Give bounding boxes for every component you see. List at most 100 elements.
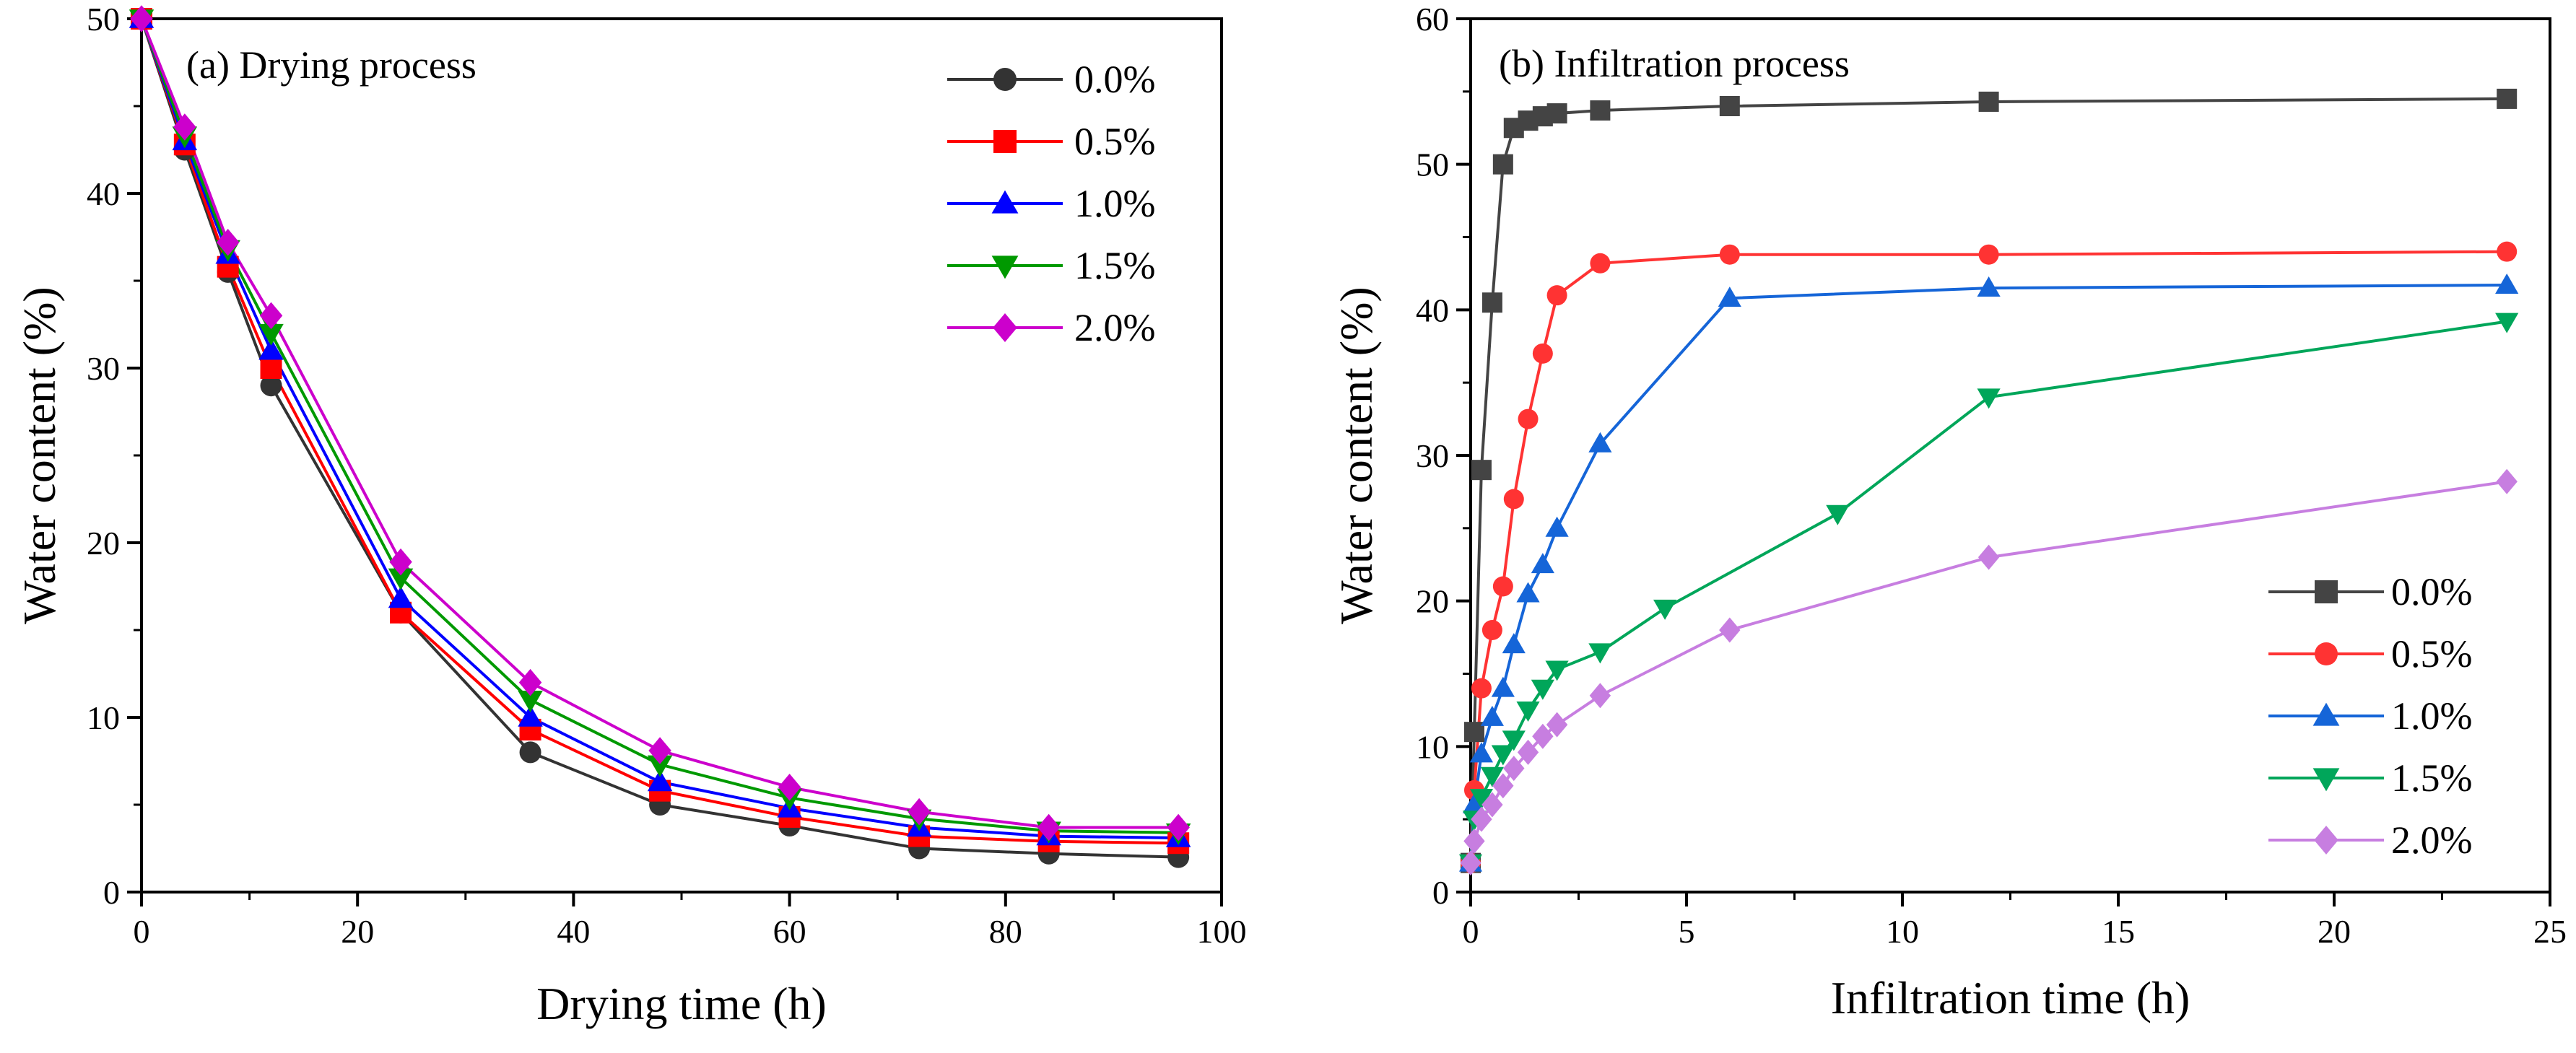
legend-label-a-2: 1.0%: [1074, 182, 1155, 225]
data-point-a-3: [258, 323, 284, 346]
y-axis-label-b: Water content (%): [1331, 287, 1382, 624]
x-tick-label-a: 40: [557, 913, 590, 950]
data-point-b-0: [1463, 722, 1484, 743]
legend-marker-a-4: [993, 313, 1017, 342]
legend-marker-b-0: [2315, 580, 2338, 603]
data-point-a-4: [1167, 813, 1190, 842]
data-point-b-1: [1492, 576, 1513, 597]
data-point-a-1: [260, 357, 282, 379]
y-tick-label-b: 10: [1416, 728, 1449, 765]
x-tick-label-b: 0: [1463, 913, 1479, 950]
data-point-b-0: [2497, 88, 2518, 109]
data-point-a-2: [518, 704, 543, 727]
legend-label-a-1: 0.5%: [1074, 120, 1155, 163]
data-point-a-4: [518, 668, 542, 696]
chart-title-a: (a) Drying process: [186, 43, 477, 87]
data-point-a-2: [258, 338, 284, 360]
data-point-b-0: [1471, 460, 1492, 481]
x-tick-label-b: 15: [2102, 913, 2135, 950]
data-point-b-3: [2495, 313, 2519, 333]
data-point-b-1: [1518, 408, 1539, 429]
data-point-b-3: [1531, 679, 1554, 700]
data-point-a-4: [648, 737, 671, 764]
data-point-b-3: [1502, 730, 1526, 751]
y-tick-label-a: 30: [87, 350, 120, 387]
series-line-b-4: [1469, 480, 2507, 864]
data-point-a-4: [908, 798, 931, 826]
data-point-b-4: [1589, 683, 1611, 709]
data-point-b-3: [1826, 504, 1850, 525]
data-point-b-1: [1546, 285, 1567, 306]
data-point-b-1: [1719, 244, 1740, 265]
data-point-a-3: [518, 691, 543, 713]
data-point-b-4: [1460, 850, 1481, 876]
data-point-b-4: [1532, 723, 1554, 749]
data-point-b-1: [1590, 253, 1611, 274]
data-point-b-1: [1503, 489, 1524, 510]
data-point-b-4: [2496, 468, 2518, 494]
x-tick-label-a: 0: [134, 913, 150, 950]
data-point-b-2: [1977, 276, 2001, 297]
data-point-a-4: [389, 548, 412, 576]
y-tick-label-b: 60: [1416, 1, 1449, 38]
chart-infiltration-process: 0 5 10 15 20 25 0 10 20 30 40 50 60 (b) Infiltration…: [1331, 1, 2567, 1023]
series-line-b-2: [1469, 284, 2507, 863]
legend-marker-b-3: [2312, 768, 2340, 792]
data-point-b-3: [1588, 643, 1612, 664]
data-point-a-4: [130, 5, 153, 32]
data-point-b-4: [1471, 806, 1492, 832]
data-point-a-0: [260, 375, 282, 397]
legend-label-b-3: 1.5%: [2391, 756, 2472, 800]
data-point-a-3: [647, 755, 673, 777]
data-point-b-4: [1492, 773, 1514, 799]
data-point-b-0: [1546, 103, 1567, 124]
legend-label-a-4: 2.0%: [1074, 306, 1155, 349]
y-tick-label-b: 0: [1432, 874, 1449, 911]
data-point-b-1: [1978, 244, 1999, 265]
legend-label-b-4: 2.0%: [2391, 818, 2472, 862]
data-point-b-4: [1503, 756, 1525, 782]
y-tick-label-a: 10: [87, 699, 120, 736]
x-tick-label-a: 100: [1197, 913, 1247, 950]
data-point-b-4: [1977, 544, 2000, 570]
y-tick-label-b: 20: [1416, 583, 1449, 620]
legend-marker-a-3: [991, 255, 1019, 279]
series-group-a: [129, 5, 1191, 868]
data-point-b-4: [1463, 828, 1485, 854]
series-line-a-0: [140, 18, 1179, 859]
data-point-b-2: [1480, 705, 1504, 726]
y-tick-label-a: 0: [103, 874, 120, 911]
data-point-b-1: [1532, 343, 1553, 364]
x-tick-label-a: 80: [989, 913, 1022, 950]
x-tick-label-a: 60: [773, 913, 806, 950]
legend-marker-a-0: [993, 68, 1017, 91]
data-point-b-4: [1719, 617, 1741, 643]
plot-frame-b: [1469, 17, 2551, 893]
data-point-a-4: [216, 229, 240, 256]
legend-marker-b-4: [2314, 826, 2338, 855]
x-axis-label-a: Drying time (h): [536, 978, 827, 1029]
data-point-a-2: [388, 586, 414, 608]
legend-b: 0.0% 0.5% 1.0% 1.5% 2.0%: [2268, 570, 2472, 862]
data-point-b-2: [1469, 742, 1494, 763]
legend-label-b-1: 0.5%: [2391, 632, 2472, 676]
data-point-b-3: [1653, 599, 1677, 620]
data-point-b-1: [2497, 241, 2518, 262]
legend-label-a-3: 1.5%: [1074, 244, 1155, 287]
x-axis-label-b: Infiltration time (h): [1831, 972, 2190, 1023]
data-point-b-2: [2495, 273, 2519, 294]
data-point-b-0: [1481, 292, 1502, 313]
data-point-b-4: [1481, 792, 1503, 818]
series-group-b: [1458, 88, 2519, 876]
legend-marker-b-2: [2312, 702, 2340, 726]
y-tick-label-a: 40: [87, 175, 120, 212]
data-point-a-4: [1037, 813, 1061, 842]
data-point-b-1: [1481, 620, 1502, 640]
data-point-a-2: [647, 769, 673, 792]
data-point-b-0: [1978, 91, 1999, 112]
y-tick-label-b: 40: [1416, 292, 1449, 328]
data-point-b-0: [1719, 96, 1740, 116]
data-point-b-2: [1545, 516, 1569, 537]
data-point-b-0: [1590, 100, 1611, 121]
data-point-b-2: [1718, 287, 1741, 307]
